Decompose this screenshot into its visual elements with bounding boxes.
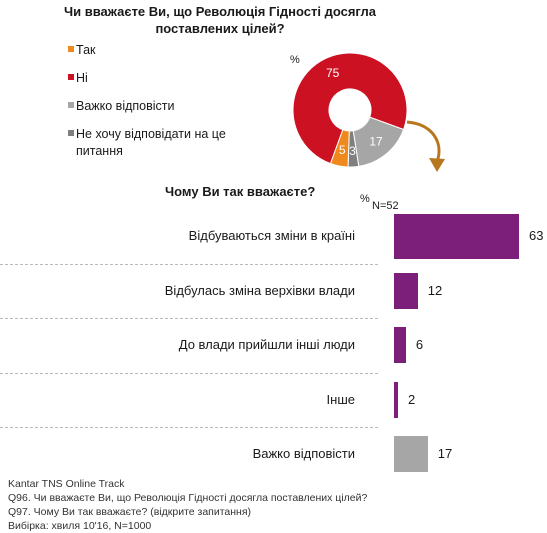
bar-value-label: 2	[407, 391, 416, 407]
pie-unit-label: %	[290, 54, 300, 66]
legend-item-yes: Так	[68, 42, 96, 59]
bar-unit-label: %	[360, 193, 370, 205]
donut-slice-yes	[329, 129, 350, 168]
legend-label-refuse-line-1: Не хочу відповідати на це	[76, 127, 226, 141]
donut-value-label-no: 75	[326, 66, 340, 80]
pie-chart-title: Чи вважаєте Ви, що Революція Гідності до…	[40, 3, 400, 37]
row-divider	[0, 318, 378, 319]
bar-category-label: Відбуваються зміни в країні	[188, 228, 355, 244]
bar-chart-title: Чому Ви так вважаєте?	[165, 184, 316, 199]
bar-category-label: До влади прийшли інші люди	[178, 337, 355, 353]
legend-label-no: Ні	[76, 71, 88, 85]
legend-label-refuse-line-2: питання	[76, 144, 123, 158]
legend-label-hard: Важко відповісти	[76, 99, 175, 113]
donut-slice-no	[292, 52, 408, 165]
footnote-source: Kantar TNS Online Track	[8, 478, 125, 490]
footnote-q96: Q96. Чи вважаєте Ви, що Революція Гіднос…	[8, 492, 368, 504]
bar	[394, 381, 398, 418]
row-divider	[0, 427, 378, 428]
bar-value-label: 12	[427, 282, 443, 298]
donut-value-label-hard: 17	[369, 135, 383, 149]
legend-swatch-no	[68, 74, 74, 80]
curved-arrow-icon	[406, 120, 441, 163]
bar	[394, 436, 428, 473]
row-divider	[0, 263, 378, 265]
donut-value-label-refuse: 3	[349, 144, 356, 158]
bar-value-label: 6	[415, 337, 424, 353]
arrow-head-icon	[429, 158, 445, 172]
bar	[394, 272, 418, 309]
legend-item-no: Ні	[68, 70, 88, 87]
row-divider	[0, 372, 378, 374]
footnote-q97: Q97. Чому Ви так вважаєте? (відкрите зап…	[8, 506, 252, 518]
bar-category-label: Відбулась зміна верхівки влади	[164, 282, 355, 298]
legend-swatch-hard	[68, 102, 74, 108]
legend-swatch-yes	[68, 46, 74, 52]
legend-label-yes: Так	[76, 43, 96, 57]
bar-value-label: 17	[437, 446, 453, 462]
bar	[394, 327, 406, 364]
bar-value-label: 63	[529, 228, 544, 244]
sample-size-label: N=52	[372, 200, 399, 212]
legend-swatch-refuse	[68, 130, 74, 136]
pie-title-line-1: Чи вважаєте Ви, що Революція Гідності до…	[64, 4, 376, 19]
donut-value-label-yes: 5	[339, 143, 346, 157]
legend-item-hard: Важко відповісти	[68, 98, 175, 115]
pie-title-line-2: поставлених цілей?	[155, 21, 285, 36]
footnote-sample: Вибірка: хвиля 10'16, N=1000	[8, 520, 152, 532]
bar-category-label: Важко відповісти	[252, 446, 355, 462]
bar-category-label: Інше	[326, 391, 355, 407]
donut-chart: 75 17 35	[292, 52, 445, 172]
legend-item-refuse: Не хочу відповідати на це питання	[68, 126, 226, 160]
bar	[394, 213, 519, 259]
